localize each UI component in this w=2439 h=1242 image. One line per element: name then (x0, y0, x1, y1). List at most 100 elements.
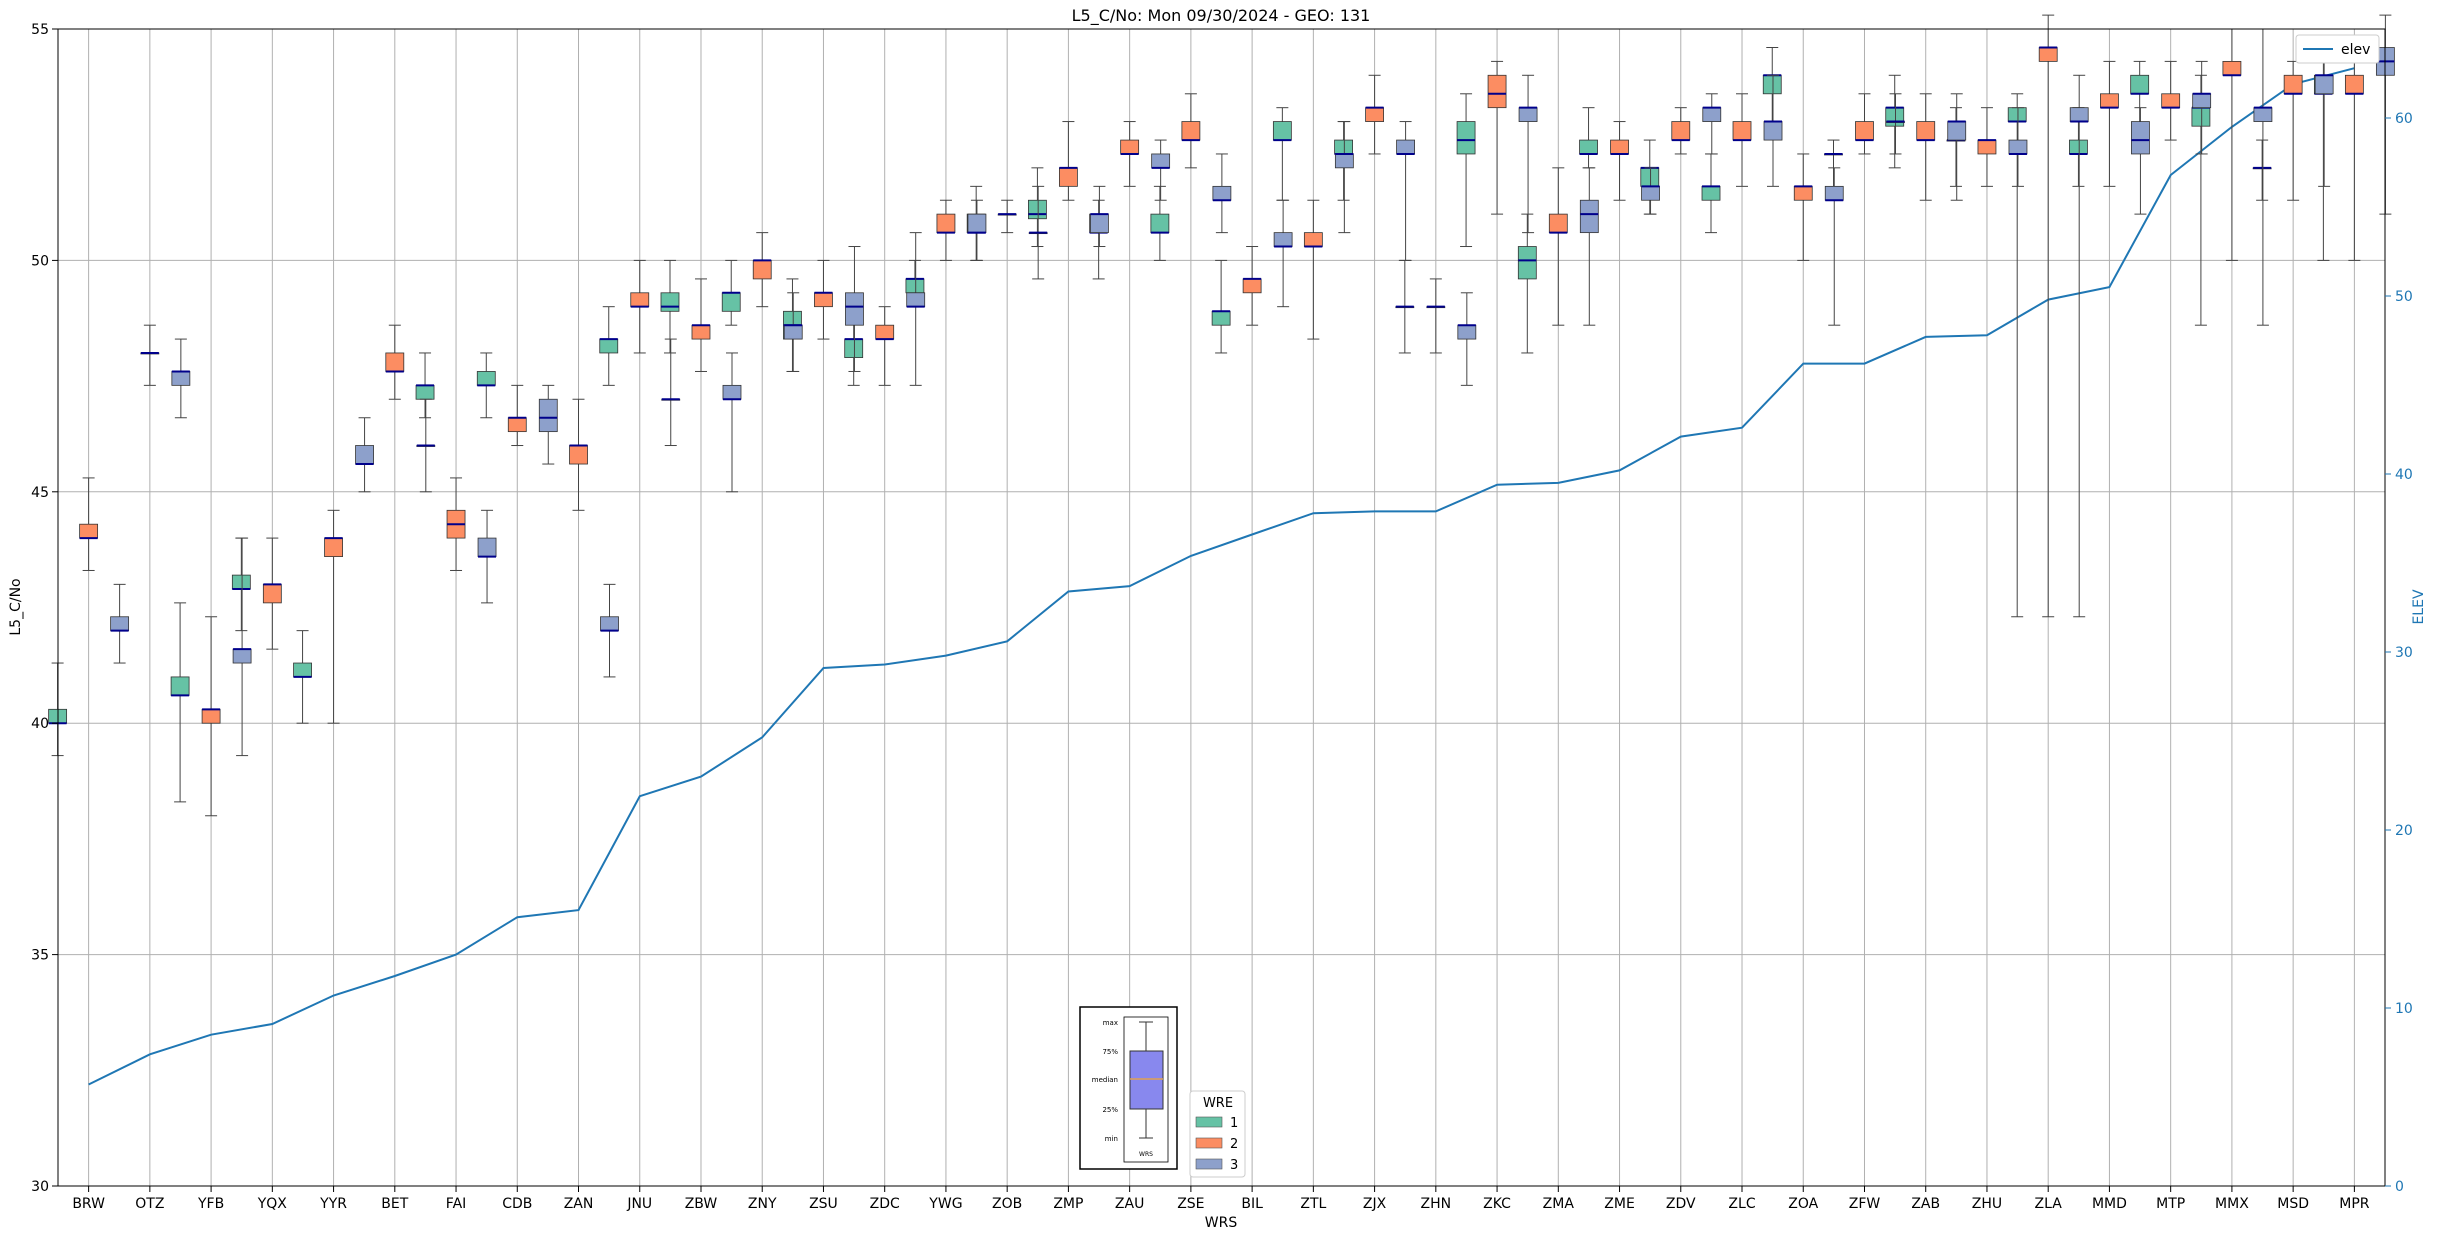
box-OTZ-wre2 (140, 324, 160, 386)
y2-tick-label: 30 (2395, 645, 2413, 661)
box-body (630, 292, 650, 308)
box-body (691, 324, 711, 340)
box-body (600, 616, 619, 632)
box-body (2192, 93, 2212, 109)
box-body (1242, 278, 1262, 294)
box-body (477, 537, 497, 557)
y-tick-label: 50 (31, 253, 49, 269)
box-MTP-wre2 (2161, 60, 2181, 141)
box-MSD-wre1 (2252, 139, 2272, 201)
box-body (599, 338, 619, 354)
box-body (2283, 74, 2303, 95)
box-body (1396, 139, 1415, 155)
x-tick-label: ZMP (1053, 1196, 1083, 1212)
x-tick-label: ZSE (1177, 1196, 1204, 1212)
box-body (906, 292, 926, 308)
x-tick-label: MSD (2277, 1196, 2309, 1212)
key-xlabel: WRS (1139, 1151, 1153, 1158)
box-MMD-wre3 (2131, 107, 2150, 215)
box-body (1059, 167, 1078, 187)
box-JNU-wre1 (599, 306, 619, 386)
box-body (110, 616, 130, 632)
box-body (1610, 139, 1629, 155)
box-body (1334, 139, 1353, 155)
box-FAI-wre2 (446, 477, 466, 571)
box-body (1763, 121, 1783, 141)
box-ZLC-wre1 (1701, 153, 1721, 234)
box-body (844, 338, 864, 358)
box-ZMP-wre3 (1090, 185, 1109, 248)
key-box: max 75% median 25% min WRS (1079, 1006, 1178, 1170)
x-tick-label: ZAB (1911, 1196, 1940, 1212)
box-body (2161, 93, 2181, 109)
box-YQX-wre1 (231, 537, 251, 632)
box-body (79, 523, 99, 539)
box-body (1517, 246, 1537, 280)
box-MMX-wre3 (2253, 28, 2273, 326)
x-tick-label: BET (381, 1196, 408, 1212)
box-YFB-wre2 (201, 616, 221, 817)
x-tick-label: MMX (2215, 1196, 2249, 1212)
box-body (967, 213, 987, 234)
box-body (1762, 74, 1782, 95)
box-BIL-wre3 (1273, 199, 1293, 308)
box-body (1487, 74, 1507, 109)
wre-legend-frame (1189, 1090, 1246, 1178)
x-tick-label: YWG (928, 1196, 962, 1212)
x-tick-label: ZMA (1543, 1196, 1575, 1212)
x-tick-label: ZKC (1483, 1196, 1511, 1212)
box-body (538, 398, 558, 433)
x-tick-label: CDB (502, 1196, 532, 1212)
box-ZBW-wre1 (660, 259, 680, 354)
box-body (1793, 185, 1813, 201)
box-body (1732, 121, 1752, 141)
legend-swatch-3 (1195, 1158, 1223, 1170)
box-ZJX-wre3 (1396, 121, 1415, 261)
box-body (324, 537, 343, 557)
box-body (2038, 47, 2058, 62)
box-BRW-wre3 (110, 583, 130, 664)
x-tick-label: ZTL (1300, 1196, 1326, 1212)
box-YWG-wre1 (905, 259, 925, 308)
box-ZFW-wre3 (1886, 93, 1905, 155)
key-label-max: max (1103, 1019, 1118, 1027)
box-ZKC-wre3 (1518, 74, 1538, 234)
x-tick-label: YYR (319, 1196, 347, 1212)
box-body (2191, 107, 2211, 127)
key-label-median: median (1092, 1076, 1118, 1084)
box-ZHN-wre2 (1426, 278, 1446, 354)
box-body (1120, 139, 1140, 155)
box-ZBW-wre2 (691, 278, 711, 372)
x-tick-label: ZOA (1788, 1196, 1818, 1212)
box-ZHU-wre3 (2008, 107, 2028, 187)
box-ZOA-wre2 (1793, 153, 1813, 261)
box-ZSE-wre2 (1181, 93, 1201, 169)
x-tick-label: ZLA (2035, 1196, 2063, 1212)
plot-frame (57, 28, 2386, 1187)
legend-label-1: 1 (1230, 1116, 1238, 1131)
legend-label-2: 2 (1230, 1137, 1238, 1152)
box-CDB-wre1 (476, 352, 496, 419)
box-body (476, 371, 496, 386)
box-body (2008, 139, 2028, 155)
x-tick-label: ZDV (1666, 1196, 1696, 1212)
box-MMD-wre1 (2069, 107, 2088, 187)
x-tick-label: ZAU (1115, 1196, 1144, 1212)
box-ZDV-wre2 (1671, 107, 1691, 155)
box-body (1334, 153, 1354, 169)
box-ZMA-wre1 (1517, 213, 1537, 354)
x-tick-label: ZFW (1849, 1196, 1881, 1212)
box-body (2314, 74, 2334, 95)
box-body (1090, 213, 1109, 234)
box-ZLA-wre2 (2038, 14, 2058, 618)
box-body (2100, 93, 2119, 109)
elev-layer (88, 67, 2355, 1086)
y-tick-label: 40 (31, 716, 49, 732)
y2-tick-label: 0 (2395, 1179, 2404, 1195)
box-YWG-wre3 (967, 199, 987, 261)
box-body (201, 708, 221, 724)
box-FAI-wre1 (415, 352, 435, 419)
